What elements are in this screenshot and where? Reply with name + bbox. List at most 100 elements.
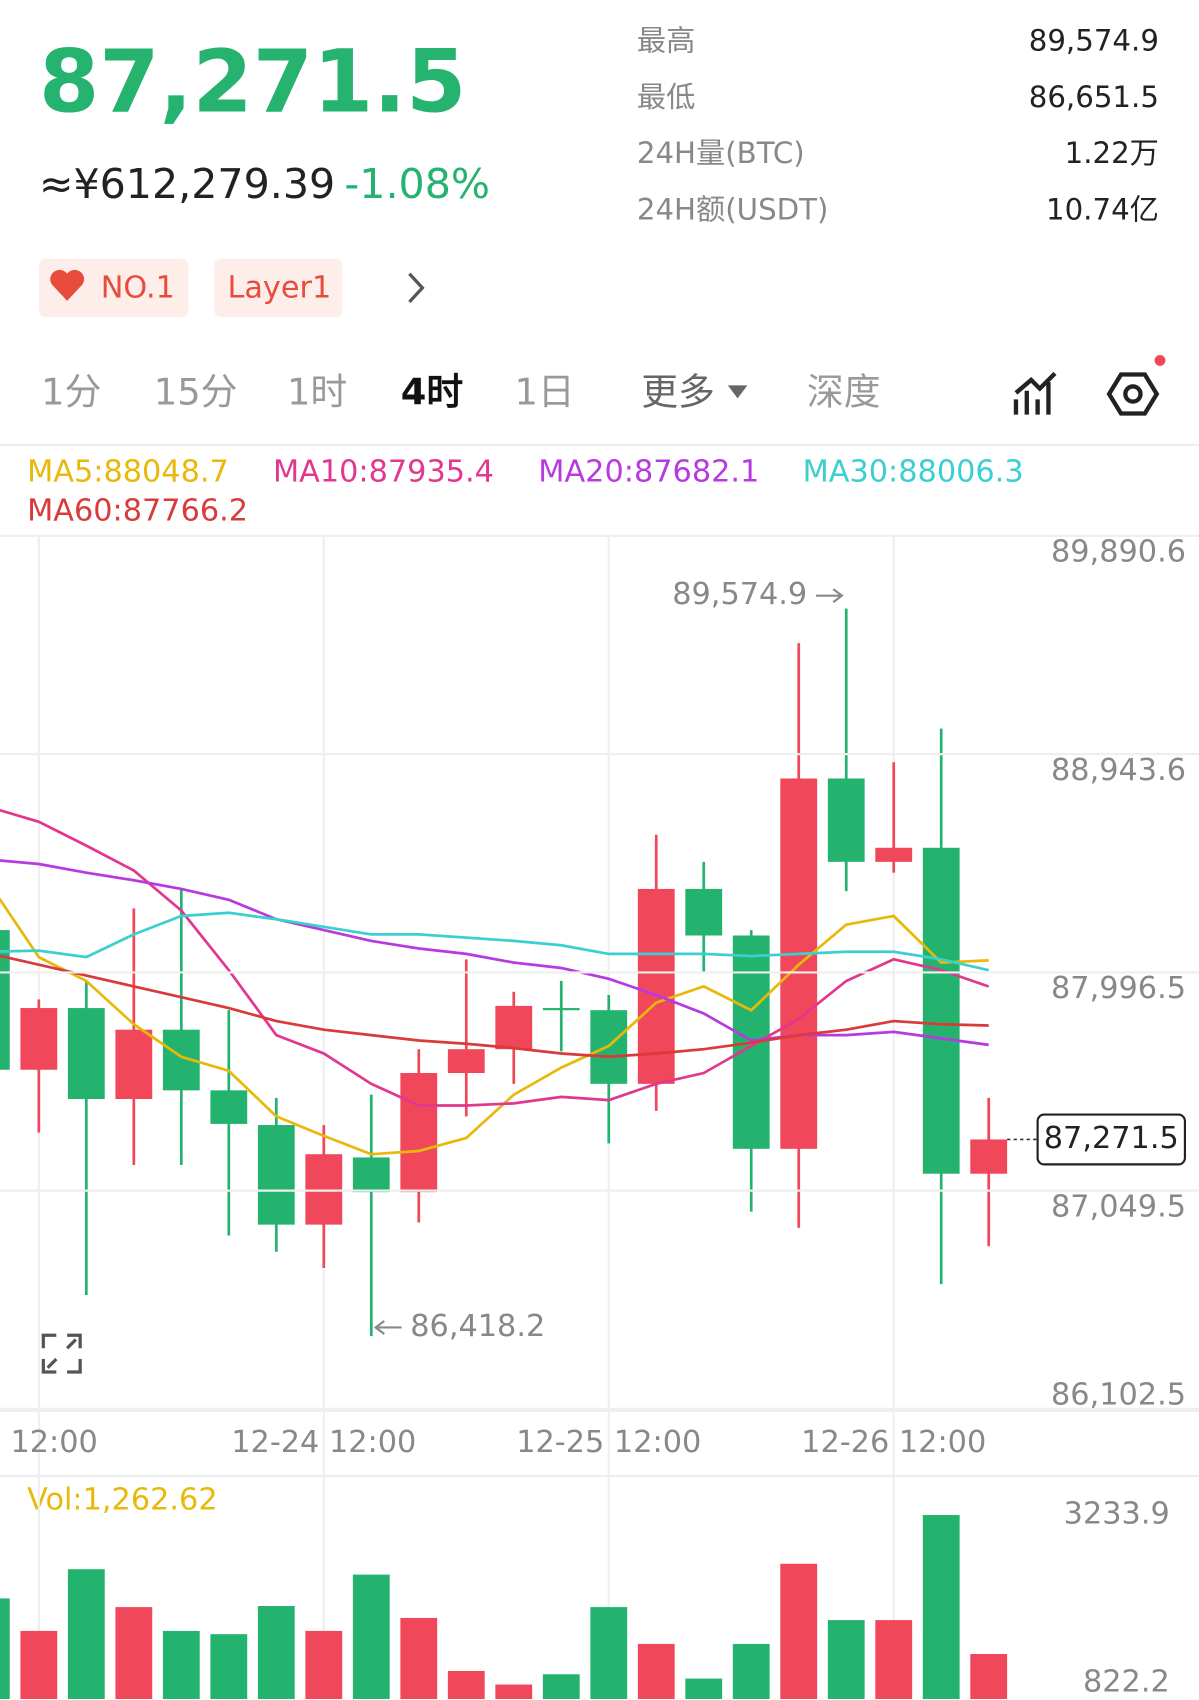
y-tick-label: 88,943.6: [1051, 753, 1186, 788]
notification-dot: [1154, 355, 1166, 366]
low-marker: 86,418.2: [410, 1309, 545, 1344]
stat-value: 1.22万: [1065, 136, 1159, 170]
candle-body: [0, 930, 10, 1070]
tab[interactable]: 更多: [641, 371, 715, 414]
stat-label: 24H量(BTC): [637, 136, 805, 170]
volume-tick-label: 3233.9: [1064, 1497, 1170, 1532]
y-tick-label: 87,049.5: [1051, 1189, 1186, 1224]
volume-bar: [590, 1607, 628, 1700]
legend-entry: MA20:87682.1: [538, 455, 759, 490]
volume-bar: [257, 1606, 295, 1700]
stat-label: 最低: [637, 80, 695, 114]
tab[interactable]: 1分: [41, 371, 101, 414]
change-percent: -1.08%: [344, 160, 490, 208]
volume-bar: [400, 1617, 438, 1700]
volume-bar: [162, 1630, 200, 1700]
tag-text: Layer1: [227, 270, 331, 305]
candle-body: [685, 888, 723, 936]
x-tick-label: 12:00: [10, 1425, 97, 1460]
candle-body: [257, 1125, 295, 1225]
candle-body: [210, 1090, 248, 1124]
candle-body: [495, 1005, 533, 1050]
ma-line: [0, 808, 990, 1107]
volume-bar: [447, 1670, 485, 1700]
x-tick-label: 12-26 12:00: [801, 1425, 986, 1460]
dropdown-icon: [727, 385, 748, 399]
volume-bar: [305, 1630, 343, 1700]
volume-bar: [685, 1678, 723, 1700]
arrow: [815, 588, 844, 604]
x-tick-label: 12-25 12:00: [516, 1425, 701, 1460]
volume-bar: [970, 1654, 1008, 1700]
candle-body: [922, 847, 960, 1174]
stat-label: 24H额(USDT): [637, 192, 829, 226]
tab[interactable]: 1时: [287, 371, 347, 414]
volume-tick-label: 822.2: [1083, 1664, 1170, 1699]
candle-body: [67, 1008, 105, 1100]
stat-label: 最高: [637, 24, 695, 58]
volume-bar: [542, 1674, 580, 1700]
volume-bar: [732, 1643, 770, 1700]
candle-body: [970, 1139, 1008, 1174]
volume-label: Vol:1,262.62: [27, 1482, 218, 1517]
ma-line: [0, 954, 989, 1059]
tab[interactable]: 1日: [514, 371, 574, 414]
tab-active[interactable]: 4时: [401, 371, 463, 414]
tab[interactable]: 15分: [154, 371, 238, 414]
volume-bar: [210, 1634, 248, 1700]
stat-value: 10.74亿: [1046, 192, 1159, 226]
settings-icon-core: [1123, 384, 1143, 404]
candle-body: [352, 1157, 390, 1193]
candle-body: [20, 1008, 58, 1070]
stat-value: 86,651.5: [1029, 80, 1159, 114]
stats: 最高 89,574.9 最低 86,651.5 24H量(BTC) 1.22万 …: [637, 24, 1159, 227]
candle-body: [115, 1029, 153, 1100]
y-tick-label: 87,996.5: [1051, 971, 1186, 1006]
volume-bar: [495, 1684, 533, 1700]
candle-body: [875, 847, 913, 862]
volume-bar: [67, 1569, 105, 1700]
tag-text: NO.1: [101, 270, 175, 305]
ma-line: [0, 859, 989, 1047]
volume-bar: [637, 1643, 675, 1700]
volume-bar: [20, 1630, 58, 1700]
volume-bar: [780, 1563, 818, 1700]
volume-bar: [115, 1607, 153, 1700]
legend-entry: MA30:88006.3: [803, 455, 1024, 490]
cny-price: ≈¥612,279.39: [39, 160, 335, 208]
volume-bar: [827, 1620, 865, 1700]
legend-entry: MA10:87935.4: [273, 455, 494, 490]
legend-entry: MA60:87766.2: [27, 494, 248, 529]
y-tick-label: 89,890.6: [1051, 535, 1186, 570]
chevron[interactable]: [408, 272, 425, 304]
y-tick-label: 86,102.5: [1051, 1377, 1186, 1412]
last-price: 87,271.5: [39, 32, 466, 132]
stat-value: 89,574.9: [1029, 24, 1159, 58]
last-price-box: [1036, 1113, 1187, 1166]
volume-bar: [352, 1574, 390, 1700]
candle-body: [447, 1049, 485, 1074]
high-marker: 89,574.9: [672, 577, 807, 612]
ma-line: [0, 897, 989, 1156]
ma-line: [0, 911, 990, 972]
last-price-label: 87,271.5: [1044, 1121, 1179, 1156]
tab[interactable]: 深度: [807, 371, 881, 414]
volume-bar: [0, 1598, 10, 1700]
legend-entry: MA5:88048.7: [27, 455, 229, 490]
expand-icon[interactable]: [41, 1333, 82, 1374]
arrow: [373, 1320, 402, 1335]
tag[interactable]: [214, 258, 343, 318]
candle-body: [827, 778, 865, 862]
volume-bar: [875, 1620, 913, 1700]
indicator-icon[interactable]: [1013, 371, 1057, 415]
settings-icon[interactable]: [1106, 372, 1160, 416]
heart-icon: [50, 269, 85, 301]
candle-body: [400, 1073, 438, 1193]
candle-body: [542, 1008, 580, 1011]
x-tick-label: 12-24 12:00: [231, 1425, 416, 1460]
candle-body: [305, 1154, 343, 1225]
volume-bar: [922, 1515, 960, 1700]
plot: [0, 535, 1008, 1700]
